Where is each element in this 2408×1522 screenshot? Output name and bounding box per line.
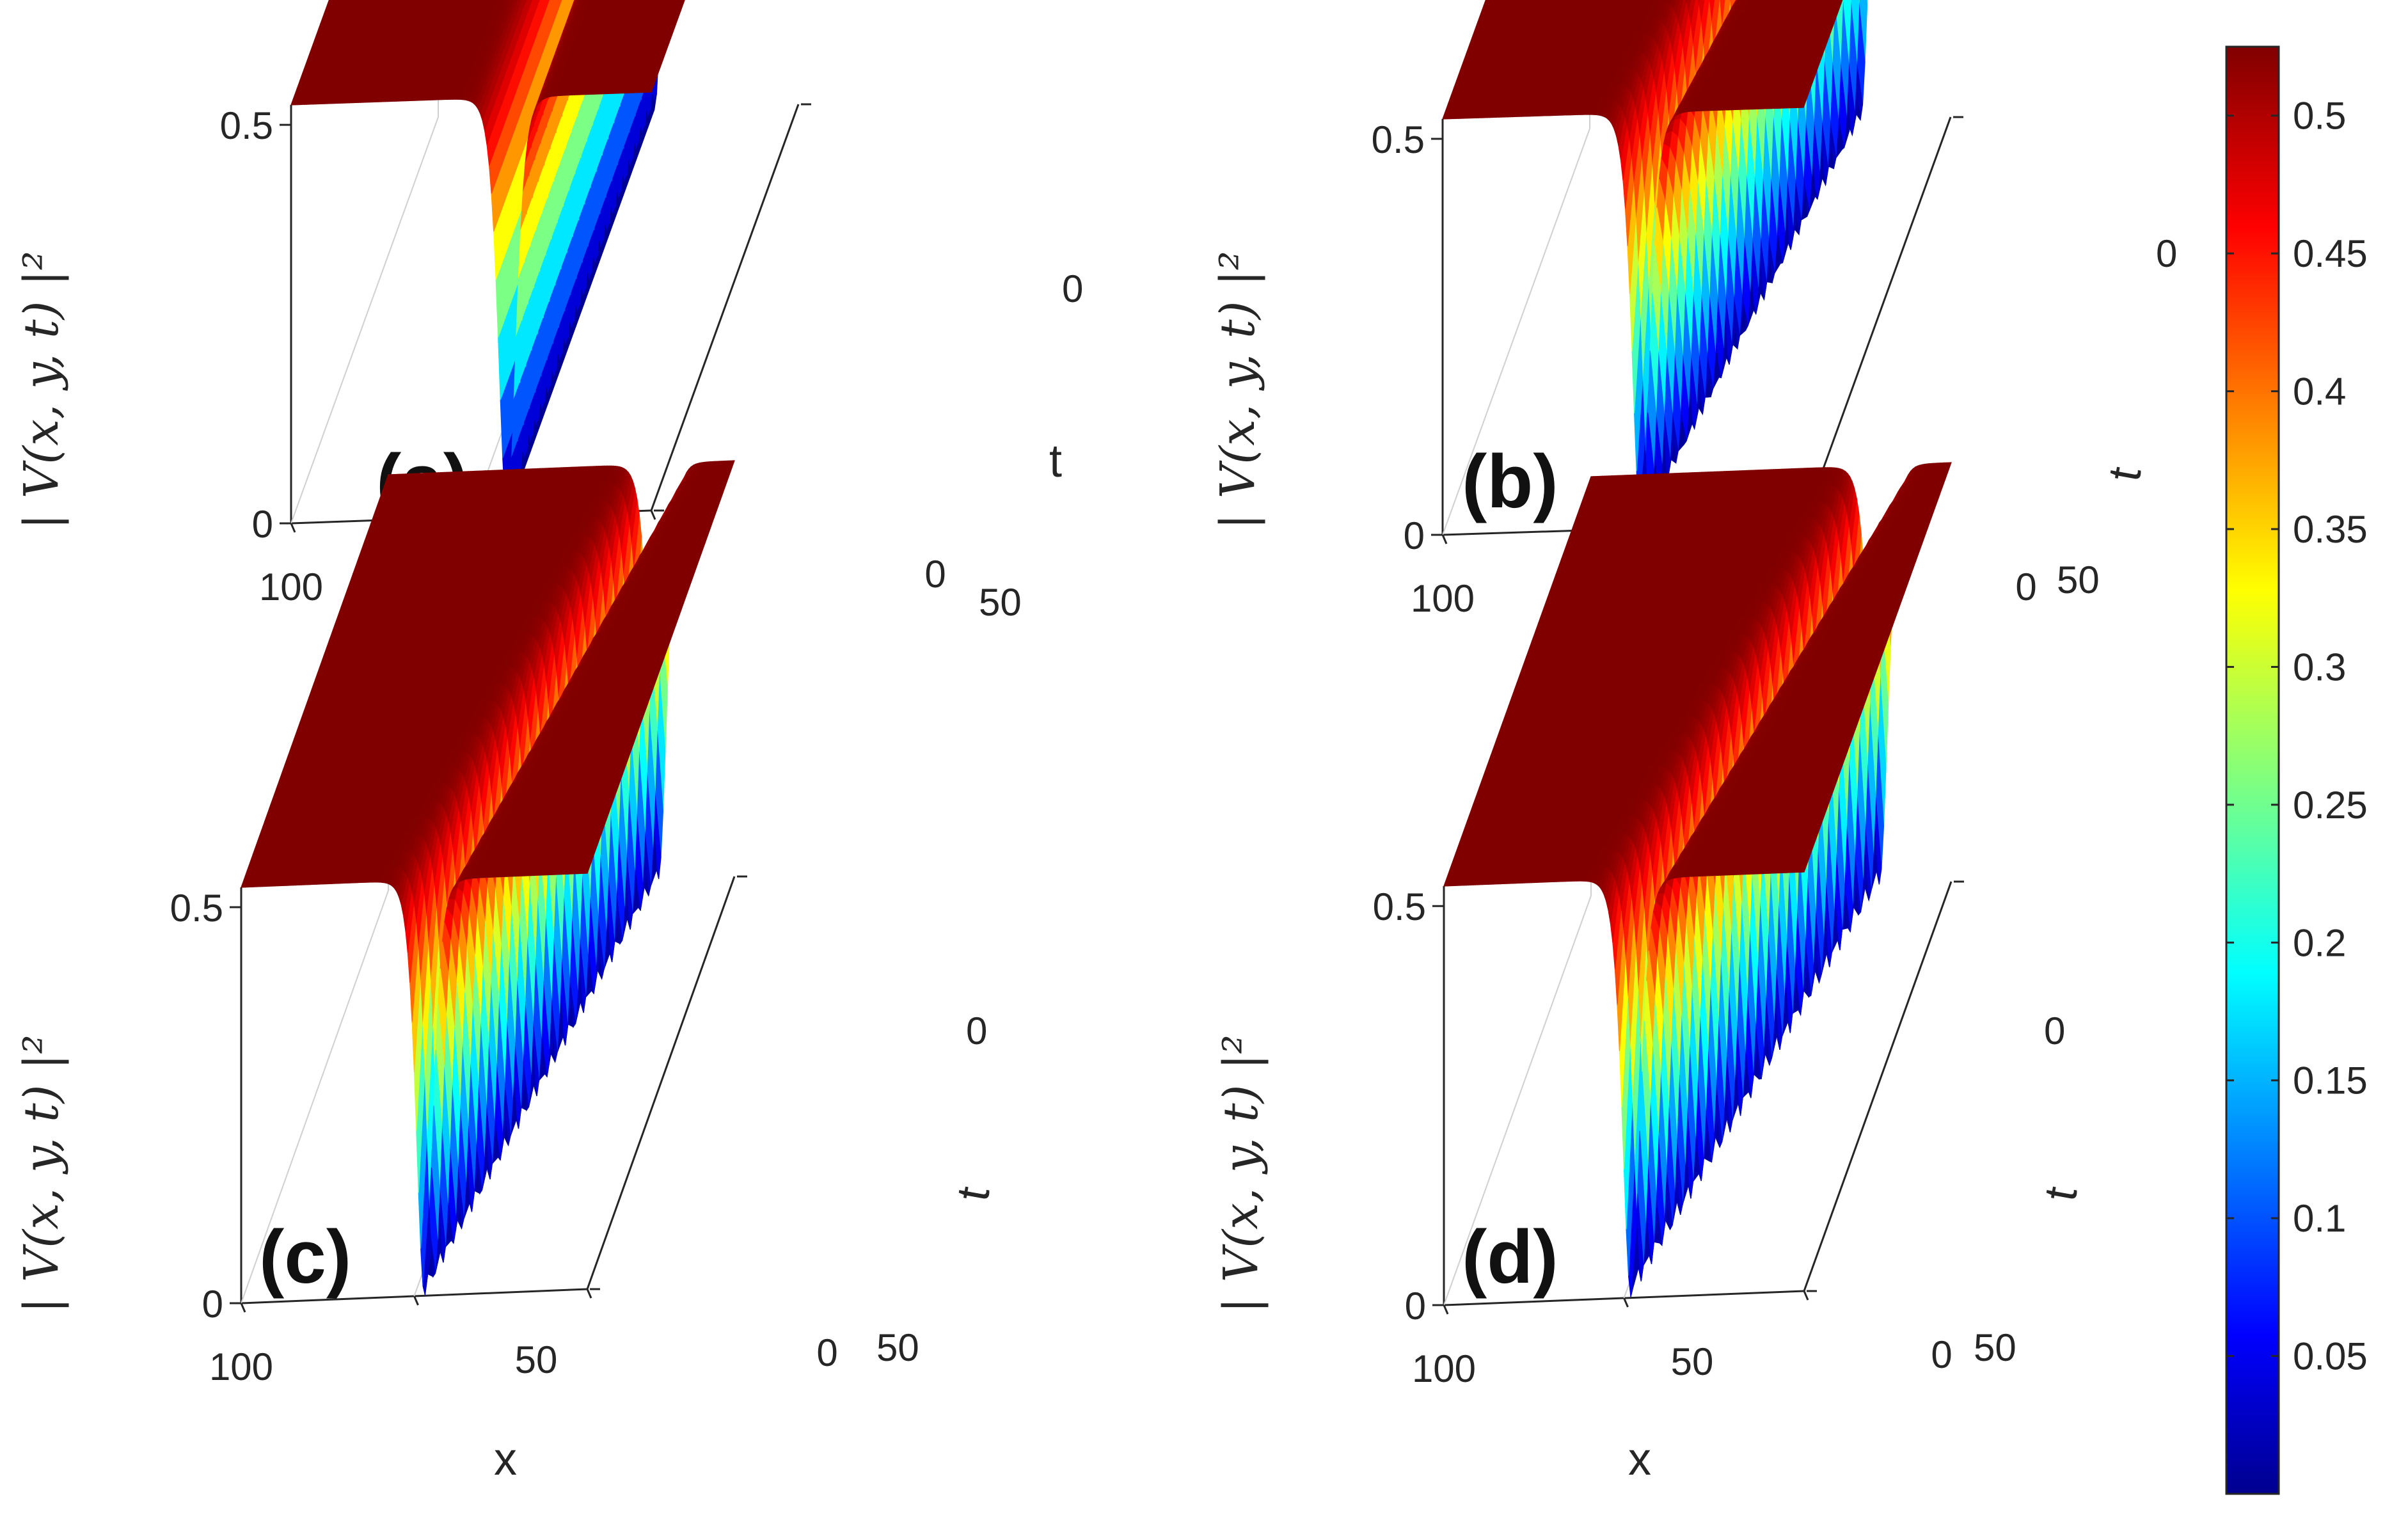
z-axis-label: | V(x, y, t) |²: [14, 251, 69, 529]
surface-cell: [290, 88, 300, 106]
z-tick-label: 0: [252, 503, 273, 546]
grid-line: [290, 116, 439, 524]
x-tick-mark: [290, 523, 296, 533]
surface-cell: [554, 0, 562, 15]
t-axis-line: [1802, 116, 1952, 524]
x-tick-label: 0: [924, 553, 946, 596]
surface: [1442, 0, 1868, 529]
surface: [290, 0, 685, 516]
t-axis-label: t: [1049, 436, 1062, 487]
t-tick-label: 0: [1062, 267, 1083, 310]
t-axis-line: [650, 104, 800, 511]
x-tick-label: 100: [259, 566, 323, 608]
grid-line: [1442, 128, 1590, 535]
t-tick-label: 50: [979, 581, 1022, 624]
x-tick-mark: [650, 510, 656, 520]
z-tick-label: 0.5: [220, 104, 273, 147]
